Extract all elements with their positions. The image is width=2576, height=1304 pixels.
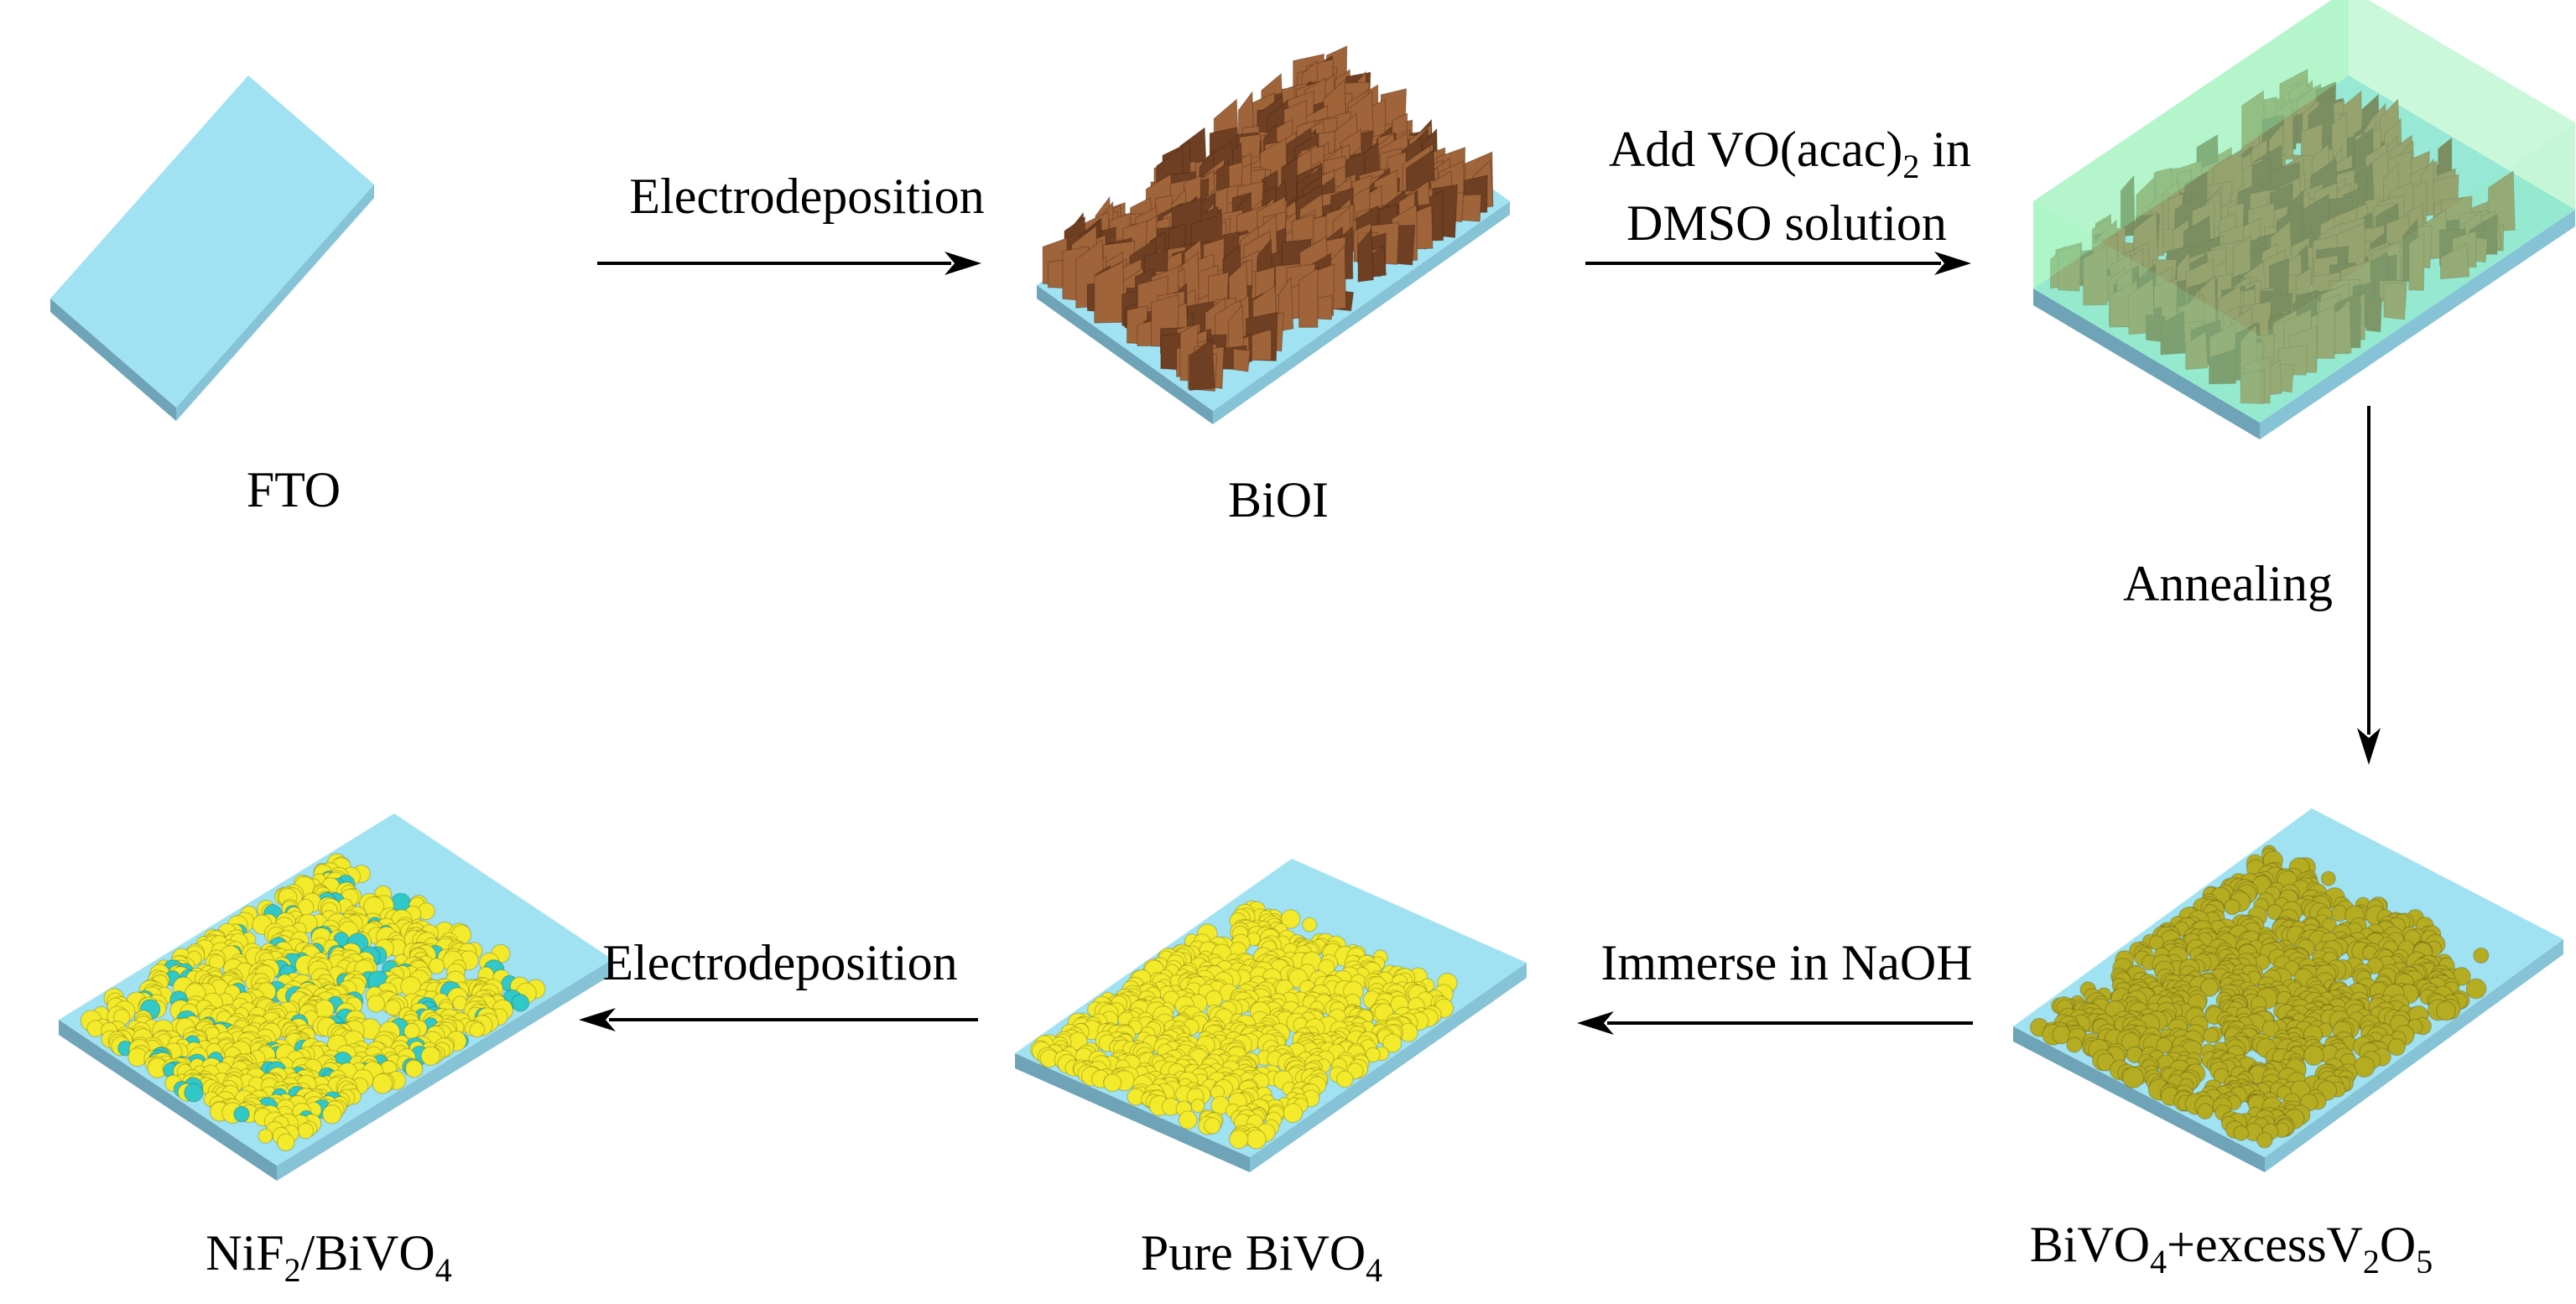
- particle: [321, 1104, 342, 1125]
- particle: [2320, 870, 2336, 886]
- particle: [2473, 947, 2490, 964]
- label-pure-bivo4: Pure BiVO4: [1141, 1225, 1382, 1289]
- label-fto: FTO: [247, 462, 341, 517]
- particle: [469, 1021, 486, 1038]
- step-electrodeposition-1: Electrodeposition: [629, 169, 984, 224]
- nif2-bivo4-substrate: [59, 813, 612, 1181]
- particle: [1204, 1117, 1221, 1135]
- label-text: Add VO(acac): [1609, 122, 1902, 177]
- vo-acac-substrate: [2033, 0, 2575, 439]
- subscript: 4: [1366, 1251, 1382, 1289]
- arrow-add-vo-acac: [1585, 252, 1971, 275]
- step-annealing: Annealing: [2123, 556, 2333, 611]
- label-text: O: [2380, 1217, 2416, 1272]
- particle: [2256, 1131, 2273, 1149]
- particle: [2203, 1027, 2220, 1044]
- substrate-top: [50, 75, 374, 408]
- label-text: Electrodeposition: [602, 935, 957, 990]
- subscript: 4: [435, 1251, 452, 1289]
- label-text: Pure BiVO: [1141, 1225, 1366, 1281]
- particle: [1103, 1073, 1122, 1093]
- particle: [2066, 1036, 2083, 1053]
- particle: [1190, 1098, 1205, 1114]
- arrow-immerse-naoh: [1577, 1011, 1973, 1035]
- label-bivo4-excess-v2o5: BiVO4+excessV2O5: [2030, 1217, 2433, 1281]
- particle: [404, 1059, 424, 1078]
- substrate-side: [1213, 201, 1510, 424]
- arrow-annealing: [2357, 406, 2381, 765]
- substrate-side: [1037, 285, 1213, 424]
- particle: [367, 995, 385, 1013]
- substrate-side: [176, 184, 374, 421]
- particle: [2303, 1045, 2324, 1066]
- label-text: DMSO solution: [1626, 195, 1947, 251]
- particle: [2387, 1037, 2406, 1057]
- particle: [384, 999, 402, 1016]
- particle: [1335, 1070, 1354, 1088]
- particle: [2436, 1000, 2457, 1021]
- arrow-electrodeposition-2: [579, 1008, 978, 1031]
- particle: [1178, 1110, 1198, 1130]
- step-immerse-naoh: Immerse in NaOH: [1600, 935, 1972, 990]
- fto-substrate: [50, 75, 374, 421]
- step-add-vo-acac-line1: Add VO(acac)2 in: [1609, 122, 1971, 185]
- step-electrodeposition-2: Electrodeposition: [602, 935, 957, 990]
- label-nif2-bivo4: NiF2/BiVO4: [206, 1225, 451, 1289]
- arrow-electrodeposition-1: [597, 252, 981, 275]
- label-text: Annealing: [2123, 556, 2333, 611]
- substrate-side: [2260, 210, 2575, 439]
- bioi-flake: [2120, 174, 2136, 237]
- particle: [420, 1046, 441, 1066]
- subscript: 5: [2416, 1243, 2433, 1281]
- particle: [2233, 1125, 2250, 1141]
- subscript: 4: [2150, 1243, 2167, 1281]
- substrate-side: [50, 299, 176, 421]
- label-text: /BiVO: [301, 1225, 435, 1281]
- particle: [1302, 917, 1318, 933]
- bioi-flake: [1317, 294, 1333, 320]
- particle: [2122, 1066, 2145, 1088]
- bioi-flake: [1094, 261, 1125, 324]
- particle: [2465, 978, 2487, 1000]
- subscript: 2: [2363, 1243, 2380, 1281]
- particle: [372, 1073, 393, 1094]
- particle: [2224, 898, 2240, 916]
- nif2-particle: [511, 994, 530, 1012]
- bioi-flake: [1298, 268, 1319, 328]
- bioi-flake: [1189, 338, 1215, 392]
- particle: [1283, 1103, 1304, 1124]
- subscript: 2: [1902, 148, 1919, 185]
- bioi-flake: [1357, 228, 1374, 283]
- particle: [276, 1133, 295, 1151]
- pure-bivo4-substrate: [1015, 859, 1527, 1172]
- label-text: NiF: [206, 1225, 284, 1281]
- arrows-layer: [579, 252, 2381, 1035]
- particle: [1229, 1129, 1249, 1150]
- slabs-layer: [50, 0, 2575, 1181]
- bioi-substrate: [1037, 45, 1510, 424]
- step-add-vo-acac-line2: DMSO solution: [1626, 195, 1947, 251]
- label-text: BiOI: [1228, 472, 1329, 527]
- label-text: FTO: [247, 462, 341, 517]
- particle: [258, 1128, 273, 1144]
- substrate-side: [2033, 288, 2260, 439]
- subscript: 2: [284, 1251, 301, 1289]
- particle: [1246, 1129, 1267, 1150]
- label-bioi: BiOI: [1228, 472, 1329, 527]
- nif2-particle: [184, 1083, 204, 1103]
- bivo4-v2o5-substrate: [2013, 808, 2563, 1172]
- particle: [2197, 1103, 2214, 1120]
- label-text: BiVO: [2030, 1217, 2150, 1272]
- label-text: in: [1919, 122, 1971, 177]
- bioi-flake: [1232, 348, 1251, 372]
- label-text: Immerse in NaOH: [1600, 935, 1972, 990]
- label-text: +excessV: [2167, 1217, 2363, 1272]
- label-text: Electrodeposition: [629, 169, 984, 224]
- nif2-particle: [233, 1105, 250, 1123]
- particle: [297, 1122, 315, 1140]
